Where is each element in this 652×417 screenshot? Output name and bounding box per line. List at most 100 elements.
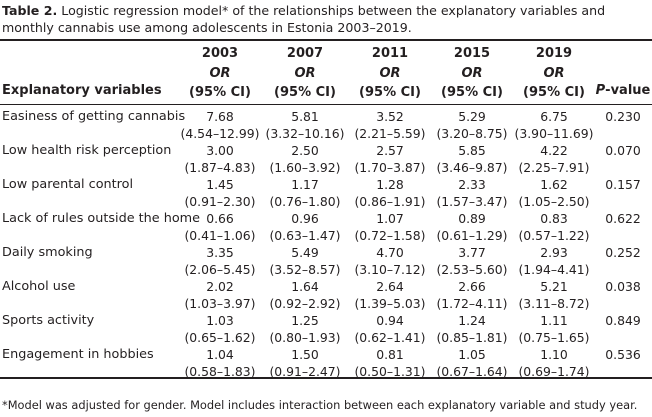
top-rule <box>0 39 652 41</box>
confidence-interval: (0.76–1.80) <box>269 193 341 209</box>
row-cell-2011: 0.81 (0.50–1.31) <box>340 347 440 380</box>
odds-ratio: 0.89 <box>458 211 486 226</box>
header-ci: (95% CI) <box>189 85 251 100</box>
row-cell-2019: 1.10 (0.69–1.74) <box>504 347 604 380</box>
confidence-interval: (0.80–1.93) <box>269 329 341 345</box>
confidence-interval: (3.32–10.16) <box>265 125 345 141</box>
odds-ratio: 1.04 <box>206 347 234 362</box>
confidence-interval: (1.87–4.83) <box>184 159 256 175</box>
row-p-value: 0.157 <box>605 177 641 192</box>
header-ci: (95% CI) <box>274 85 336 100</box>
table-row: Lack of rules outside the home 0.66 (0.41… <box>0 210 652 244</box>
header-year: 2003 <box>201 46 239 61</box>
confidence-interval: (0.61–1.29) <box>436 227 508 243</box>
row-p-value: 0.038 <box>605 279 641 294</box>
odds-ratio: 1.64 <box>291 279 319 294</box>
odds-ratio: 3.52 <box>376 109 404 124</box>
odds-ratio: 2.02 <box>206 279 234 294</box>
confidence-interval: (2.25–7.91) <box>518 159 590 175</box>
row-p-value: 0.230 <box>605 109 641 124</box>
row-cell-2003: 1.45 (0.91–2.30) <box>170 177 270 210</box>
row-cell-2015: 3.77 (2.53–5.60) <box>422 245 522 278</box>
header-ci: (95% CI) <box>441 85 503 100</box>
confidence-interval: (0.63–1.47) <box>269 227 341 243</box>
confidence-interval: (1.72–4.11) <box>436 295 508 311</box>
row-cell-2015: 2.33 (1.57–3.47) <box>422 177 522 210</box>
row-cell-2011: 2.57 (1.70–3.87) <box>340 143 440 176</box>
row-cell-2019: 0.83 (0.57–1.22) <box>504 211 604 244</box>
row-variable: Sports activity <box>2 313 95 328</box>
row-cell-2019: 2.93 (1.94–4.41) <box>504 245 604 278</box>
row-variable: Low parental control <box>2 177 134 192</box>
row-p-value: 0.252 <box>605 245 641 260</box>
header-col-2003: 2003 OR (95% CI) <box>184 44 256 103</box>
header-variable: Explanatory variables <box>2 83 162 98</box>
header-col-2007: 2007 OR (95% CI) <box>269 44 341 103</box>
confidence-interval: (4.54–12.99) <box>180 125 260 141</box>
confidence-interval: (0.86–1.91) <box>354 193 426 209</box>
confidence-interval: (1.05–2.50) <box>518 193 590 209</box>
confidence-interval: (3.90–11.69) <box>514 125 594 141</box>
row-variable: Easiness of getting cannabis <box>2 109 186 124</box>
row-cell-2003: 7.68 (4.54–12.99) <box>170 109 270 142</box>
odds-ratio: 2.50 <box>291 143 319 158</box>
row-cell-2019: 1.11 (0.75–1.65) <box>504 313 604 346</box>
row-cell-2015: 5.85 (3.46–9.87) <box>422 143 522 176</box>
header-ci: (95% CI) <box>523 85 585 100</box>
confidence-interval: (1.39–5.03) <box>354 295 426 311</box>
confidence-interval: (2.53–5.60) <box>436 261 508 277</box>
table-row: Easiness of getting cannabis 7.68 (4.54–1… <box>0 108 652 142</box>
confidence-interval: (0.50–1.31) <box>354 363 426 379</box>
odds-ratio: 0.96 <box>291 211 319 226</box>
odds-ratio: 3.77 <box>458 245 486 260</box>
row-cell-2003: 2.02 (1.03–3.97) <box>170 279 270 312</box>
row-cell-2015: 0.89 (0.61–1.29) <box>422 211 522 244</box>
row-p-value: 0.070 <box>605 143 641 158</box>
odds-ratio: 1.07 <box>376 211 404 226</box>
header-p-rest: -value <box>605 83 651 98</box>
row-cell-2015: 1.24 (0.85–1.81) <box>422 313 522 346</box>
table-body: Easiness of getting cannabis 7.68 (4.54–1… <box>0 108 652 380</box>
row-cell-2011: 1.07 (0.72–1.58) <box>340 211 440 244</box>
row-cell-2011: 1.28 (0.86–1.91) <box>340 177 440 210</box>
confidence-interval: (3.20–8.75) <box>436 125 508 141</box>
odds-ratio: 2.57 <box>376 143 404 158</box>
confidence-interval: (1.57–3.47) <box>436 193 508 209</box>
header-year: 2019 <box>535 46 573 61</box>
confidence-interval: (0.91–2.47) <box>269 363 341 379</box>
row-cell-2007: 5.49 (3.52–8.57) <box>255 245 355 278</box>
bottom-rule <box>0 377 652 379</box>
header-or: OR <box>294 65 316 81</box>
odds-ratio: 5.85 <box>458 143 486 158</box>
header-year: 2007 <box>286 46 324 61</box>
row-cell-2007: 2.50 (1.60–3.92) <box>255 143 355 176</box>
odds-ratio: 4.70 <box>376 245 404 260</box>
confidence-interval: (0.41–1.06) <box>184 227 256 243</box>
row-cell-2019: 4.22 (2.25–7.91) <box>504 143 604 176</box>
row-cell-2007: 1.25 (0.80–1.93) <box>255 313 355 346</box>
odds-ratio: 2.64 <box>376 279 404 294</box>
confidence-interval: (0.85–1.81) <box>436 329 508 345</box>
header-p-italic: P <box>595 83 606 98</box>
odds-ratio: 0.81 <box>376 347 404 362</box>
confidence-interval: (0.69–1.74) <box>518 363 590 379</box>
row-variable: Daily smoking <box>2 245 93 260</box>
confidence-interval: (0.65–1.62) <box>184 329 256 345</box>
row-cell-2003: 3.00 (1.87–4.83) <box>170 143 270 176</box>
confidence-interval: (1.60–3.92) <box>269 159 341 175</box>
table-row: Daily smoking 3.35 (2.06–5.45) 5.49 (3.52–… <box>0 244 652 278</box>
row-variable: Low health risk perception <box>2 143 172 158</box>
row-variable: Alcohol use <box>2 279 76 294</box>
odds-ratio: 1.50 <box>291 347 319 362</box>
row-p-value: 0.536 <box>605 347 641 362</box>
confidence-interval: (0.62–1.41) <box>354 329 426 345</box>
odds-ratio: 1.03 <box>206 313 234 328</box>
odds-ratio: 5.81 <box>291 109 319 124</box>
row-cell-2011: 3.52 (2.21–5.59) <box>340 109 440 142</box>
row-cell-2019: 1.62 (1.05–2.50) <box>504 177 604 210</box>
confidence-interval: (0.58–1.83) <box>184 363 256 379</box>
odds-ratio: 1.10 <box>540 347 568 362</box>
confidence-interval: (1.70–3.87) <box>354 159 426 175</box>
odds-ratio: 1.24 <box>458 313 486 328</box>
row-cell-2015: 5.29 (3.20–8.75) <box>422 109 522 142</box>
